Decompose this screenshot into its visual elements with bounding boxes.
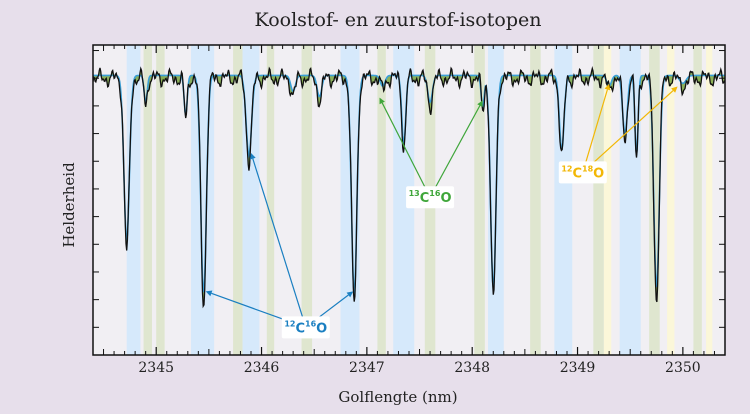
band-12C16O [126,45,141,355]
chart-title: Koolstof- en zuurstof-isotopen [255,9,542,31]
annotation-label-box-13C16O [406,186,455,209]
x-tick-label: 2345 [138,360,174,376]
band-12C16O [393,45,415,355]
annotation-arrow-13C16O [429,105,481,198]
annotation-arrowhead-13C16O [379,97,385,105]
annotation-arrow-13C16O [381,102,431,198]
annotation-label-13C16O: 13C16O [409,189,452,206]
band-13C16O [474,45,485,355]
annotation-label-12C18O: 12C18O [561,164,604,181]
annotation-arrow-12C18O [582,89,608,173]
annotation-arrow-12C18O [582,90,674,173]
annotation-arrowhead-12C18O [604,83,611,91]
x-tick-label: 2350 [665,360,701,376]
annotation-label-box-12C18O [558,161,607,184]
spectrum-lines [93,66,725,309]
x-tick-label: 2348 [454,360,490,376]
band-12C18O [706,45,713,355]
band-12C16O [242,45,260,355]
x-tick-label: 2349 [560,360,596,376]
x-axis-label: Golflengte (nm) [338,388,457,406]
band-13C16O [156,45,165,355]
annotation-arrow-12C16O [252,158,307,328]
band-13C16O [233,45,243,355]
isotope-annotations: 12C16O 13C16O 12C18O [205,83,678,339]
observed-spectrum-line [93,66,725,309]
band-13C16O [377,45,386,355]
x-tick-label: 2347 [349,360,385,376]
annotation-arrowhead-12C18O [671,86,678,93]
band-12C18O [603,45,612,355]
band-12C18O [667,45,675,355]
y-axis-label: Helderheid [60,162,78,248]
band-13C16O [693,45,702,355]
band-13C16O [301,45,313,355]
annotation-label-box-12C16O [281,316,330,339]
band-13C16O [593,45,604,355]
x-tick-label: 2346 [244,360,280,376]
band-13C16O [266,45,275,355]
annotation-arrowhead-12C16O [249,152,256,160]
annotation-label-12C16O: 12C16O [284,319,327,336]
band-13C16O [143,45,152,355]
annotation-arrowhead-12C16O [205,290,213,297]
annotation-arrowhead-13C16O [477,100,483,108]
annotation-arrowhead-12C16O [346,291,354,298]
band-13C16O [530,45,541,355]
axis-ticks: 2345 2346 2347 2348 2349 2350 [92,45,726,376]
